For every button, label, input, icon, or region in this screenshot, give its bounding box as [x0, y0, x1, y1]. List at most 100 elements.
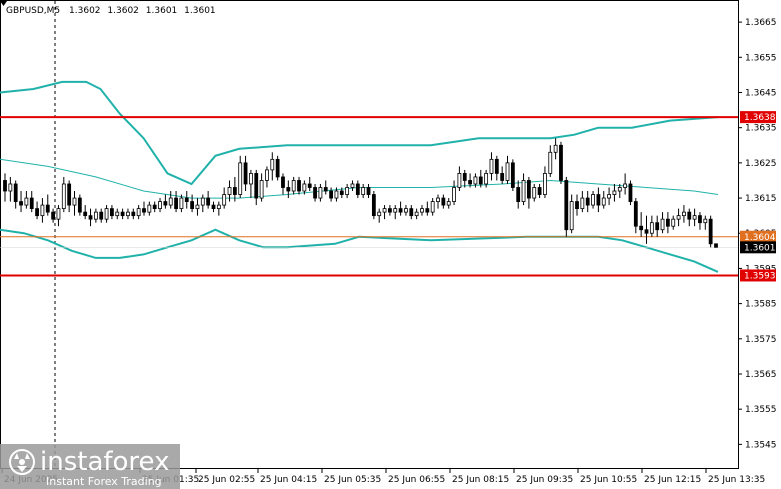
- candle-body: [29, 197, 34, 210]
- candle-body: [468, 180, 472, 185]
- candle-body: [265, 169, 269, 181]
- y-tick-label: 1.3565: [745, 370, 777, 380]
- candlestick-series: [3, 138, 718, 248]
- candle-body: [526, 180, 531, 199]
- candle-body: [131, 211, 136, 217]
- y-tick-label: 1.3635: [745, 124, 777, 134]
- candle-body: [110, 208, 114, 217]
- candle-body: [61, 183, 66, 210]
- symbol-label: GBPUSD,M5: [6, 6, 60, 16]
- candle-body: [377, 211, 382, 217]
- candle-body: [195, 204, 200, 210]
- candle-body: [607, 194, 611, 199]
- ohlc-close: 1.3601: [184, 6, 216, 16]
- candle-body: [553, 144, 558, 153]
- candle-body: [591, 194, 595, 206]
- candle-body: [281, 176, 285, 188]
- ohlc-open: 1.3602: [69, 6, 101, 16]
- candle-body: [45, 204, 50, 213]
- candle-body: [142, 208, 146, 213]
- candle-body: [206, 197, 211, 206]
- level-price-tag: [740, 111, 776, 124]
- x-tick-label: 25 Jun 04:15: [260, 475, 317, 485]
- candle-body: [238, 162, 243, 195]
- candle-body: [676, 215, 681, 220]
- level-price-label: 1.3604: [744, 233, 776, 243]
- candle-body: [77, 197, 82, 213]
- candle-body: [174, 197, 178, 210]
- candle-body: [302, 183, 307, 192]
- candle-body: [682, 211, 686, 217]
- candle-body: [559, 144, 563, 181]
- candle-body: [441, 197, 446, 206]
- x-tick-label: 25 Jun 05:35: [324, 475, 381, 485]
- candle-body: [446, 201, 451, 206]
- candle-body: [510, 162, 515, 188]
- candle-body: [24, 197, 29, 206]
- candle-body: [291, 180, 296, 192]
- candle-body: [355, 183, 360, 195]
- level-price-tag: [740, 230, 776, 243]
- candle-body: [232, 187, 237, 195]
- candle-body: [473, 176, 478, 185]
- candle-body: [120, 211, 125, 217]
- candle-body: [136, 208, 141, 217]
- candle-body: [623, 183, 628, 188]
- candle-body: [313, 187, 317, 199]
- candle-body: [259, 180, 264, 199]
- candle-body: [596, 194, 601, 206]
- candle-body: [115, 211, 120, 217]
- candle-body: [147, 204, 152, 213]
- candle-body: [569, 201, 574, 231]
- candle-body: [211, 204, 216, 210]
- menu-triangle-icon[interactable]: [0, 1, 7, 6]
- candle-body: [200, 197, 205, 206]
- candle-body: [67, 183, 72, 206]
- candle-body: [708, 218, 713, 245]
- candle-body: [521, 180, 526, 202]
- y-tick-label: 1.3655: [745, 53, 777, 63]
- candle-body: [190, 201, 195, 210]
- candle-body: [452, 187, 456, 202]
- ohlc-low: 1.3601: [146, 6, 178, 16]
- candle-body: [179, 197, 184, 210]
- candle-body: [104, 208, 109, 220]
- candle-body: [420, 208, 424, 213]
- candle-body: [329, 190, 333, 199]
- candle-body: [254, 173, 259, 199]
- candle-body: [655, 222, 660, 231]
- candle-body: [184, 197, 189, 202]
- candle-body: [585, 197, 590, 206]
- candle-body: [633, 201, 638, 227]
- candle-body: [436, 197, 440, 202]
- price-levels: [0, 116, 738, 277]
- x-tick-label: 25 Jun 06:55: [388, 475, 445, 485]
- y-tick-label: 1.3625: [745, 159, 777, 169]
- candle-body: [430, 201, 435, 213]
- price-axis: 1.3665 1.3655 1.3645 1.3635 1.3625 1.3615 1.36…: [738, 18, 777, 450]
- candle-body: [537, 187, 542, 195]
- candle-body: [409, 208, 414, 217]
- candle-body: [297, 180, 301, 192]
- candle-body: [617, 187, 622, 192]
- candle-body: [414, 211, 419, 217]
- candle-body: [35, 208, 39, 217]
- ohlc-high: 1.3602: [107, 6, 139, 16]
- y-tick-label: 1.3555: [745, 405, 777, 415]
- candle-body: [516, 187, 521, 202]
- x-tick-label: 25 Jun 13:35: [708, 475, 765, 485]
- candle-body: [564, 180, 569, 231]
- x-tick-label: 25 Jun 09:35: [516, 475, 573, 485]
- level-price-label: 1.3638: [744, 113, 776, 123]
- candle-body: [286, 187, 291, 192]
- candle-body: [307, 183, 312, 188]
- y-tick-label: 1.3595: [745, 264, 777, 274]
- candle-body: [687, 211, 692, 220]
- candle-body: [361, 187, 366, 195]
- candle-body: [580, 197, 585, 210]
- candle-body: [660, 218, 665, 231]
- candle-body: [227, 187, 232, 195]
- y-tick-label: 1.3575: [745, 335, 777, 345]
- candle-body: [494, 158, 499, 174]
